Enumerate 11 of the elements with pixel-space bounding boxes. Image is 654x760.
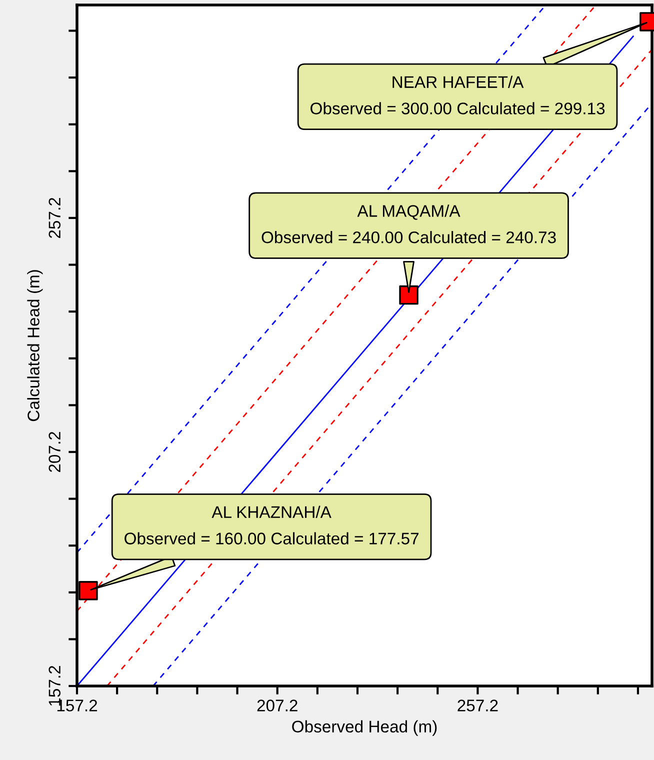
- annotation: NEAR HAFEET/A Observed = 300.00 Calculated = 299.13: [310, 76, 605, 114]
- x-tick-label: 257.2: [458, 700, 498, 712]
- y-tick-label: 207.2: [48, 432, 61, 472]
- point: [399, 285, 418, 305]
- y-tick-label: 257.2: [48, 198, 61, 238]
- x-tick-label: 207.2: [257, 700, 298, 712]
- y-axis-title: Calculated Head (m): [27, 270, 43, 422]
- x-axis-title: Observed Head (m): [292, 720, 437, 736]
- annotation: AL MAQAM/A Observed = 240.00 Calculated = 240.73: [262, 204, 556, 244]
- annotation: AL KHAZNAH/A Observed = 160.00 Calculated = 177.57: [124, 506, 419, 544]
- point: [78, 581, 98, 600]
